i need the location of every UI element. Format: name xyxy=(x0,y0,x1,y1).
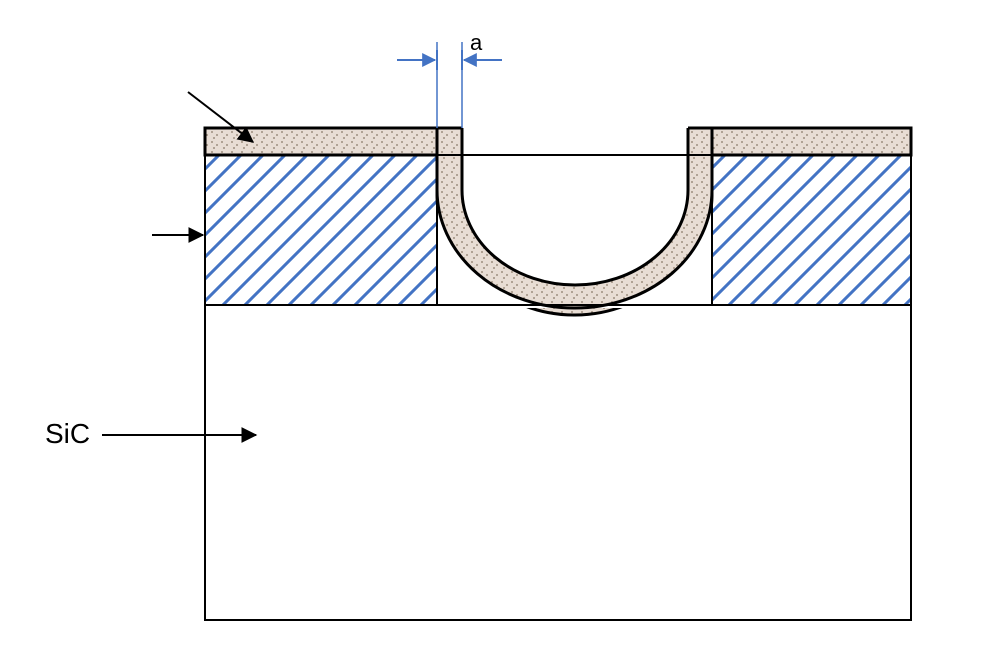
dotted-layer-clean xyxy=(437,118,712,308)
dimension-a-label: a xyxy=(470,30,483,55)
dimension-a: a xyxy=(397,30,502,128)
sic-label: SiC xyxy=(45,418,90,449)
cross-section-diagram: a SiC xyxy=(0,0,1000,665)
